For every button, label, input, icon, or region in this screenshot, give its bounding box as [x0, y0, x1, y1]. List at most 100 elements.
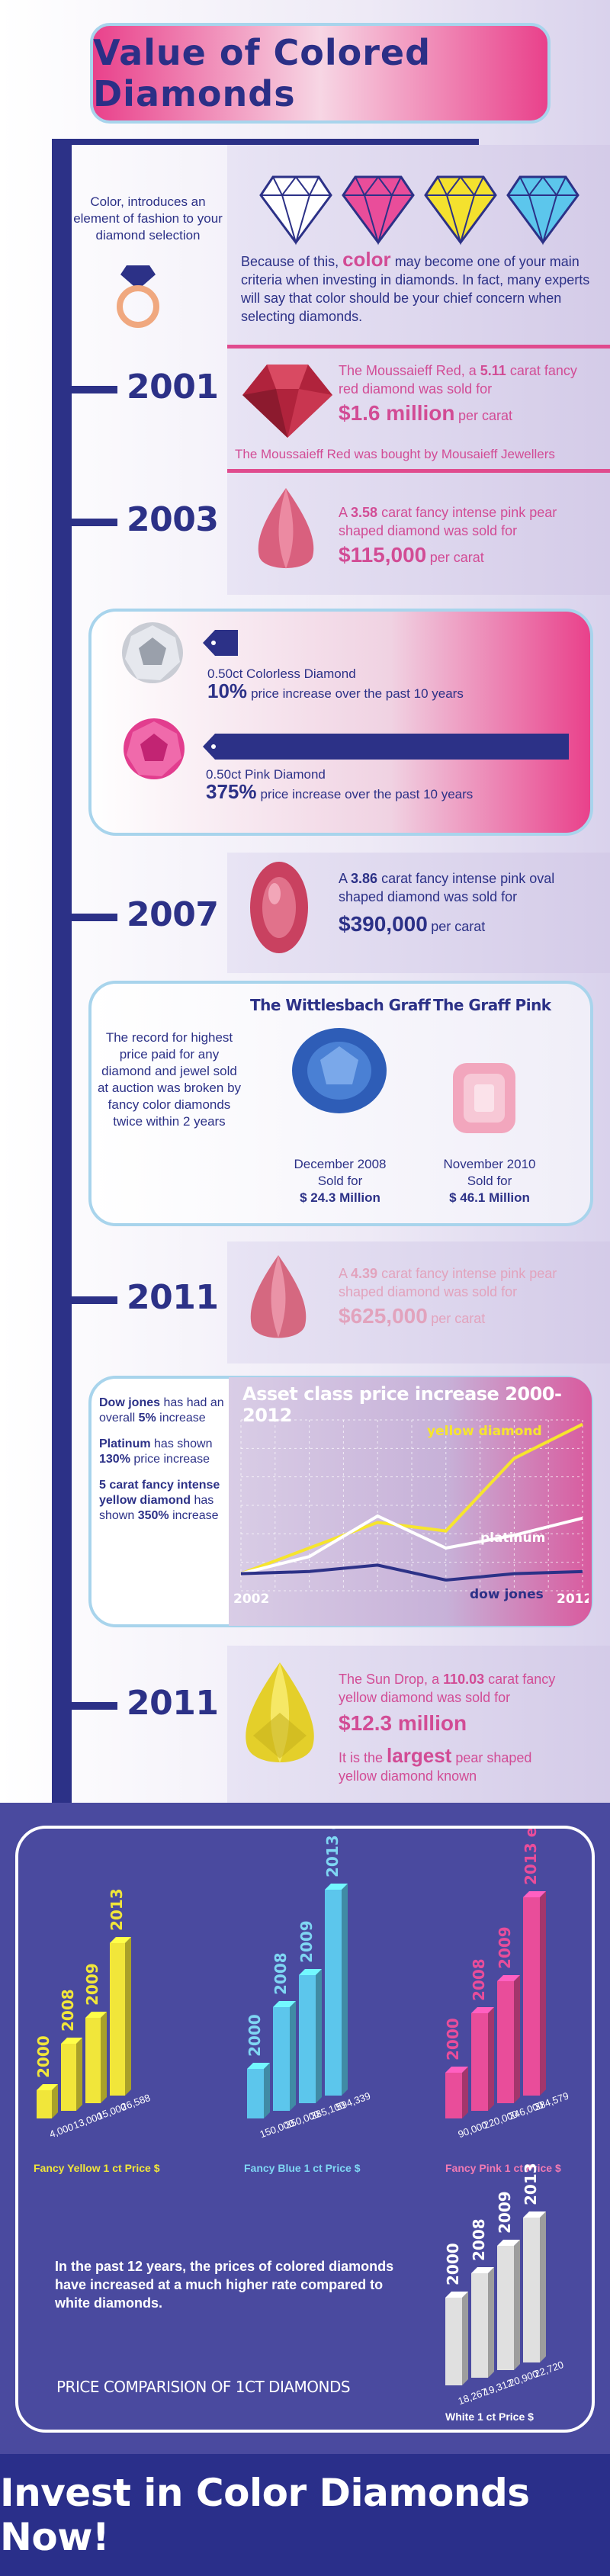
bar-2008 — [61, 2038, 82, 2111]
pink-pear-gem-2003 — [258, 488, 314, 569]
bar-category-label: 2000 — [444, 2243, 462, 2285]
text-2007: A 3.86 carat fancy intense pink oval sha… — [339, 871, 555, 904]
bar-chart-title: Fancy Blue 1 ct Price $ — [244, 2162, 361, 2174]
asset-legend-text: Dow jones has had an overall 5% increase… — [99, 1396, 224, 1522]
gem1-sale: December 2008 Sold for $ 24.3 Million — [294, 1157, 387, 1205]
bar-category-label: 2008 — [59, 1989, 77, 2032]
text-2011a: A 4.39 carat fancy intense pink pear sha… — [339, 1266, 557, 1299]
bar-2008 — [471, 2007, 494, 2111]
records-text: The record for highest price paid for an… — [97, 1030, 242, 1129]
title-banner: Value of Colored Diamonds — [90, 23, 551, 124]
pink-increase: 375% price increase over the past 10 yea… — [206, 780, 474, 803]
year-tick — [72, 1702, 117, 1710]
bar-category-label: 2013 estimate — [323, 1829, 342, 1877]
cta-banner: Invest in Color Diamonds Now! — [0, 2454, 610, 2576]
bar-category-label: 2009 — [496, 1926, 514, 1969]
gem2-name: The Graff Pink — [433, 996, 551, 1014]
pink-label: 0.50ct Pink Diamond — [206, 767, 326, 782]
cta-text: Invest in Color Diamonds Now! — [0, 2471, 530, 2559]
series-yellow-diamond — [240, 1422, 583, 1575]
colorless-diamond-gem — [122, 622, 183, 683]
separator — [227, 345, 610, 348]
text-2003: A 3.58 carat fancy intense pink pear sha… — [339, 505, 557, 538]
year-2011b: 2011 — [127, 1684, 219, 1723]
intro-right-text: Because of this, color may become one of… — [241, 248, 590, 324]
colorless-bar — [203, 630, 238, 656]
price-2001: $1.6 million per carat — [339, 401, 512, 425]
bar-category-label: 2009 — [496, 2191, 514, 2234]
bar-chart-title: Fancy Yellow 1 ct Price $ — [34, 2162, 160, 2174]
asset-chart-title: Asset class price increase 2000-2012 — [242, 1383, 562, 1426]
intro-diamond-icon — [424, 175, 497, 246]
timeline-line — [52, 142, 72, 1803]
x-label-end: 2012 — [557, 1592, 589, 1607]
price-bar-charts: 20004,000200813,000200915,000201326,588F… — [34, 1829, 570, 2423]
bar-category-label: 2013 — [522, 2163, 540, 2205]
bar-2009 — [497, 1975, 520, 2103]
bar-2013-estimate — [325, 1884, 348, 2096]
asset-line-chart: yellow diamond platinum dow jones 2002 2012 — [233, 1419, 589, 1607]
pink-pear-gem-2011 — [250, 1255, 307, 1338]
intro-diamond-icon — [506, 175, 580, 246]
bar-value-label: 4,000 — [48, 2121, 75, 2140]
bar-2008 — [471, 2267, 494, 2378]
price-2003: $115,000 per carat — [339, 543, 484, 567]
bar-2013 — [523, 2211, 546, 2362]
bar-category-label: 2009 — [297, 1920, 316, 1963]
bar-category-label: 2008 — [470, 2218, 488, 2261]
bar-category-label: 2008 — [271, 1952, 290, 1995]
price-2011b: $12.3 million — [339, 1711, 467, 1735]
text-2001: The Moussaieff Red, a 5.11 carat fancy r… — [339, 363, 577, 397]
gem2-sale: November 2010 Sold for $ 46.1 Million — [443, 1157, 536, 1205]
year-2011a: 2011 — [127, 1278, 219, 1317]
bar-2009 — [299, 1969, 322, 2103]
year-2007: 2007 — [127, 895, 219, 934]
bar-chart-title: Fancy Pink 1 ct Price $ — [445, 2162, 561, 2174]
graff-pink-gem — [453, 1063, 515, 1133]
year-2003: 2003 — [127, 500, 219, 539]
bar-chart-title: White 1 ct Price $ — [445, 2411, 534, 2423]
bar-category-label: 2000 — [34, 2035, 53, 2078]
bar-category-label: 2008 — [470, 1958, 488, 2001]
year-tick — [72, 519, 117, 526]
bar-category-label: 2000 — [444, 2018, 462, 2060]
price-2007: $390,000 per carat — [339, 912, 486, 936]
bar-category-label: 2009 — [83, 1963, 101, 2006]
bar-category-label: 2013 estimate — [522, 1829, 540, 1885]
bar-2000 — [247, 2063, 270, 2118]
price-box — [15, 1826, 595, 2433]
sun-drop-yellow-gem — [246, 1662, 314, 1763]
note-2001: The Moussaieff Red was bought by Mousaie… — [235, 447, 555, 461]
wittelsbach-blue-gem — [292, 1028, 387, 1113]
timeline-top-bar — [52, 139, 479, 145]
pink-oval-gem-2007 — [250, 862, 308, 953]
intro-left-text: Color, introduces an element of fashion … — [73, 194, 223, 243]
bar-2013-estimate — [523, 1891, 546, 2096]
pink-diamond-gem — [124, 718, 185, 779]
bar-category-label: 2000 — [246, 2014, 264, 2057]
year-2001: 2001 — [127, 368, 219, 406]
moussaieff-red-gem — [242, 365, 332, 438]
series-dow-jones — [240, 1563, 583, 1582]
colorless-increase: 10% price increase over the past 10 year… — [207, 679, 464, 702]
bar-2013 — [110, 1937, 131, 2096]
intro-diamond-icon — [259, 175, 332, 246]
text-2011b: The Sun Drop, a 110.03 carat fancy yello… — [339, 1672, 556, 1705]
bar-2008 — [273, 2001, 296, 2111]
page-title: Value of Colored Diamonds — [93, 32, 432, 114]
intro-diamond-icon — [342, 175, 415, 246]
x-label-start: 2002 — [233, 1592, 269, 1607]
price-caption: PRICE COMPARISION OF 1CT DIAMONDS — [56, 2378, 351, 2396]
year-tick — [72, 914, 117, 921]
bar-2000 — [445, 2067, 468, 2118]
label-dow-jones: dow jones — [470, 1587, 544, 1602]
asset-chart-bg — [229, 1377, 592, 1626]
label-platinum: platinum — [480, 1531, 545, 1546]
year-tick — [72, 1296, 117, 1304]
gem1-name: The Wittlesbach Graff — [250, 996, 431, 1014]
bar-2009 — [497, 2240, 520, 2370]
bar-2009 — [85, 2012, 107, 2103]
bar-2000 — [37, 2084, 58, 2118]
series-platinum — [240, 1514, 583, 1575]
year-tick — [72, 386, 117, 393]
